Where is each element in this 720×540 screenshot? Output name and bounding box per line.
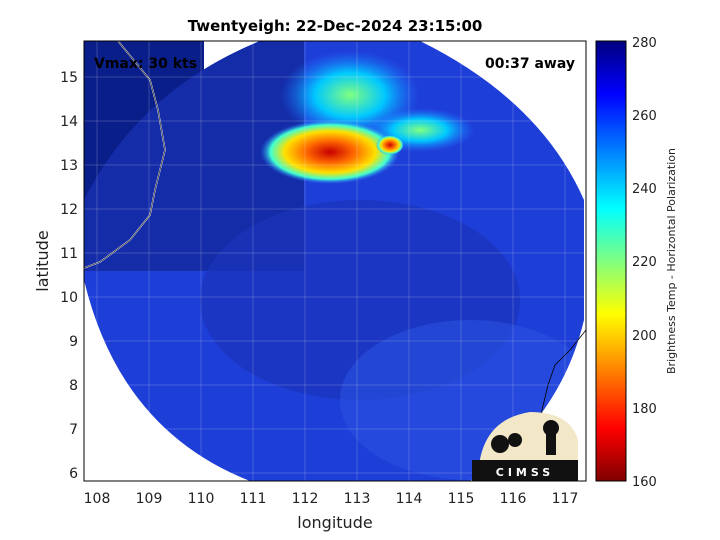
y-tick: 6 <box>69 466 78 482</box>
y-tick: 15 <box>60 70 78 86</box>
y-tick: 7 <box>69 422 78 438</box>
secondary-core <box>376 135 404 155</box>
colorbar-tick: 220 <box>632 255 657 270</box>
x-tick: 110 <box>188 491 215 507</box>
y-tick: 10 <box>60 290 78 306</box>
logo-text: CIMSS <box>496 466 554 479</box>
cimss-logo: CIMSS <box>472 412 578 481</box>
colorbar-scale <box>595 40 627 482</box>
colorbar-tick: 260 <box>632 109 657 124</box>
y-tick: 14 <box>60 114 78 130</box>
y-tick: 9 <box>69 334 78 350</box>
y-tick: 12 <box>60 202 78 218</box>
x-tick: 117 <box>552 491 579 507</box>
y-tick: 13 <box>60 158 78 174</box>
x-tick: 112 <box>292 491 319 507</box>
colorbar-tick: 200 <box>632 329 657 344</box>
colorbar-tick: 240 <box>632 182 657 197</box>
plot-frame <box>83 40 587 482</box>
colorbar-tick: 280 <box>632 36 657 51</box>
y-axis: 6 7 8 9 10 11 12 13 14 15 latitude <box>33 70 78 482</box>
colorbar: 160 180 200 220 240 260 280 Brightness T… <box>595 36 678 490</box>
x-tick: 115 <box>448 491 475 507</box>
plot-area: CIMSS <box>84 41 586 481</box>
colorbar-label: Brightness Temp - Horizontal Polarizatio… <box>665 148 678 374</box>
y-axis-label: latitude <box>33 230 52 291</box>
time-offset-label: 00:37 away <box>485 56 575 72</box>
x-tick: 109 <box>136 491 163 507</box>
vmax-label: Vmax: 30 kts <box>94 56 197 72</box>
grid <box>84 41 586 481</box>
x-tick: 113 <box>344 491 371 507</box>
colorbar-tick: 160 <box>632 475 657 490</box>
x-tick: 114 <box>396 491 423 507</box>
figure-title: Twentyeigh: 22-Dec-2024 23:15:00 <box>188 17 483 35</box>
x-axis-label: longitude <box>297 513 372 532</box>
x-tick: 116 <box>500 491 527 507</box>
x-axis: 108 109 110 111 112 113 114 115 116 117 … <box>84 491 579 532</box>
convective-core <box>260 120 400 184</box>
colorbar-tick: 180 <box>632 402 657 417</box>
x-tick: 111 <box>240 491 267 507</box>
y-tick: 11 <box>60 246 78 262</box>
x-tick: 108 <box>84 491 111 507</box>
y-tick: 8 <box>69 378 78 394</box>
